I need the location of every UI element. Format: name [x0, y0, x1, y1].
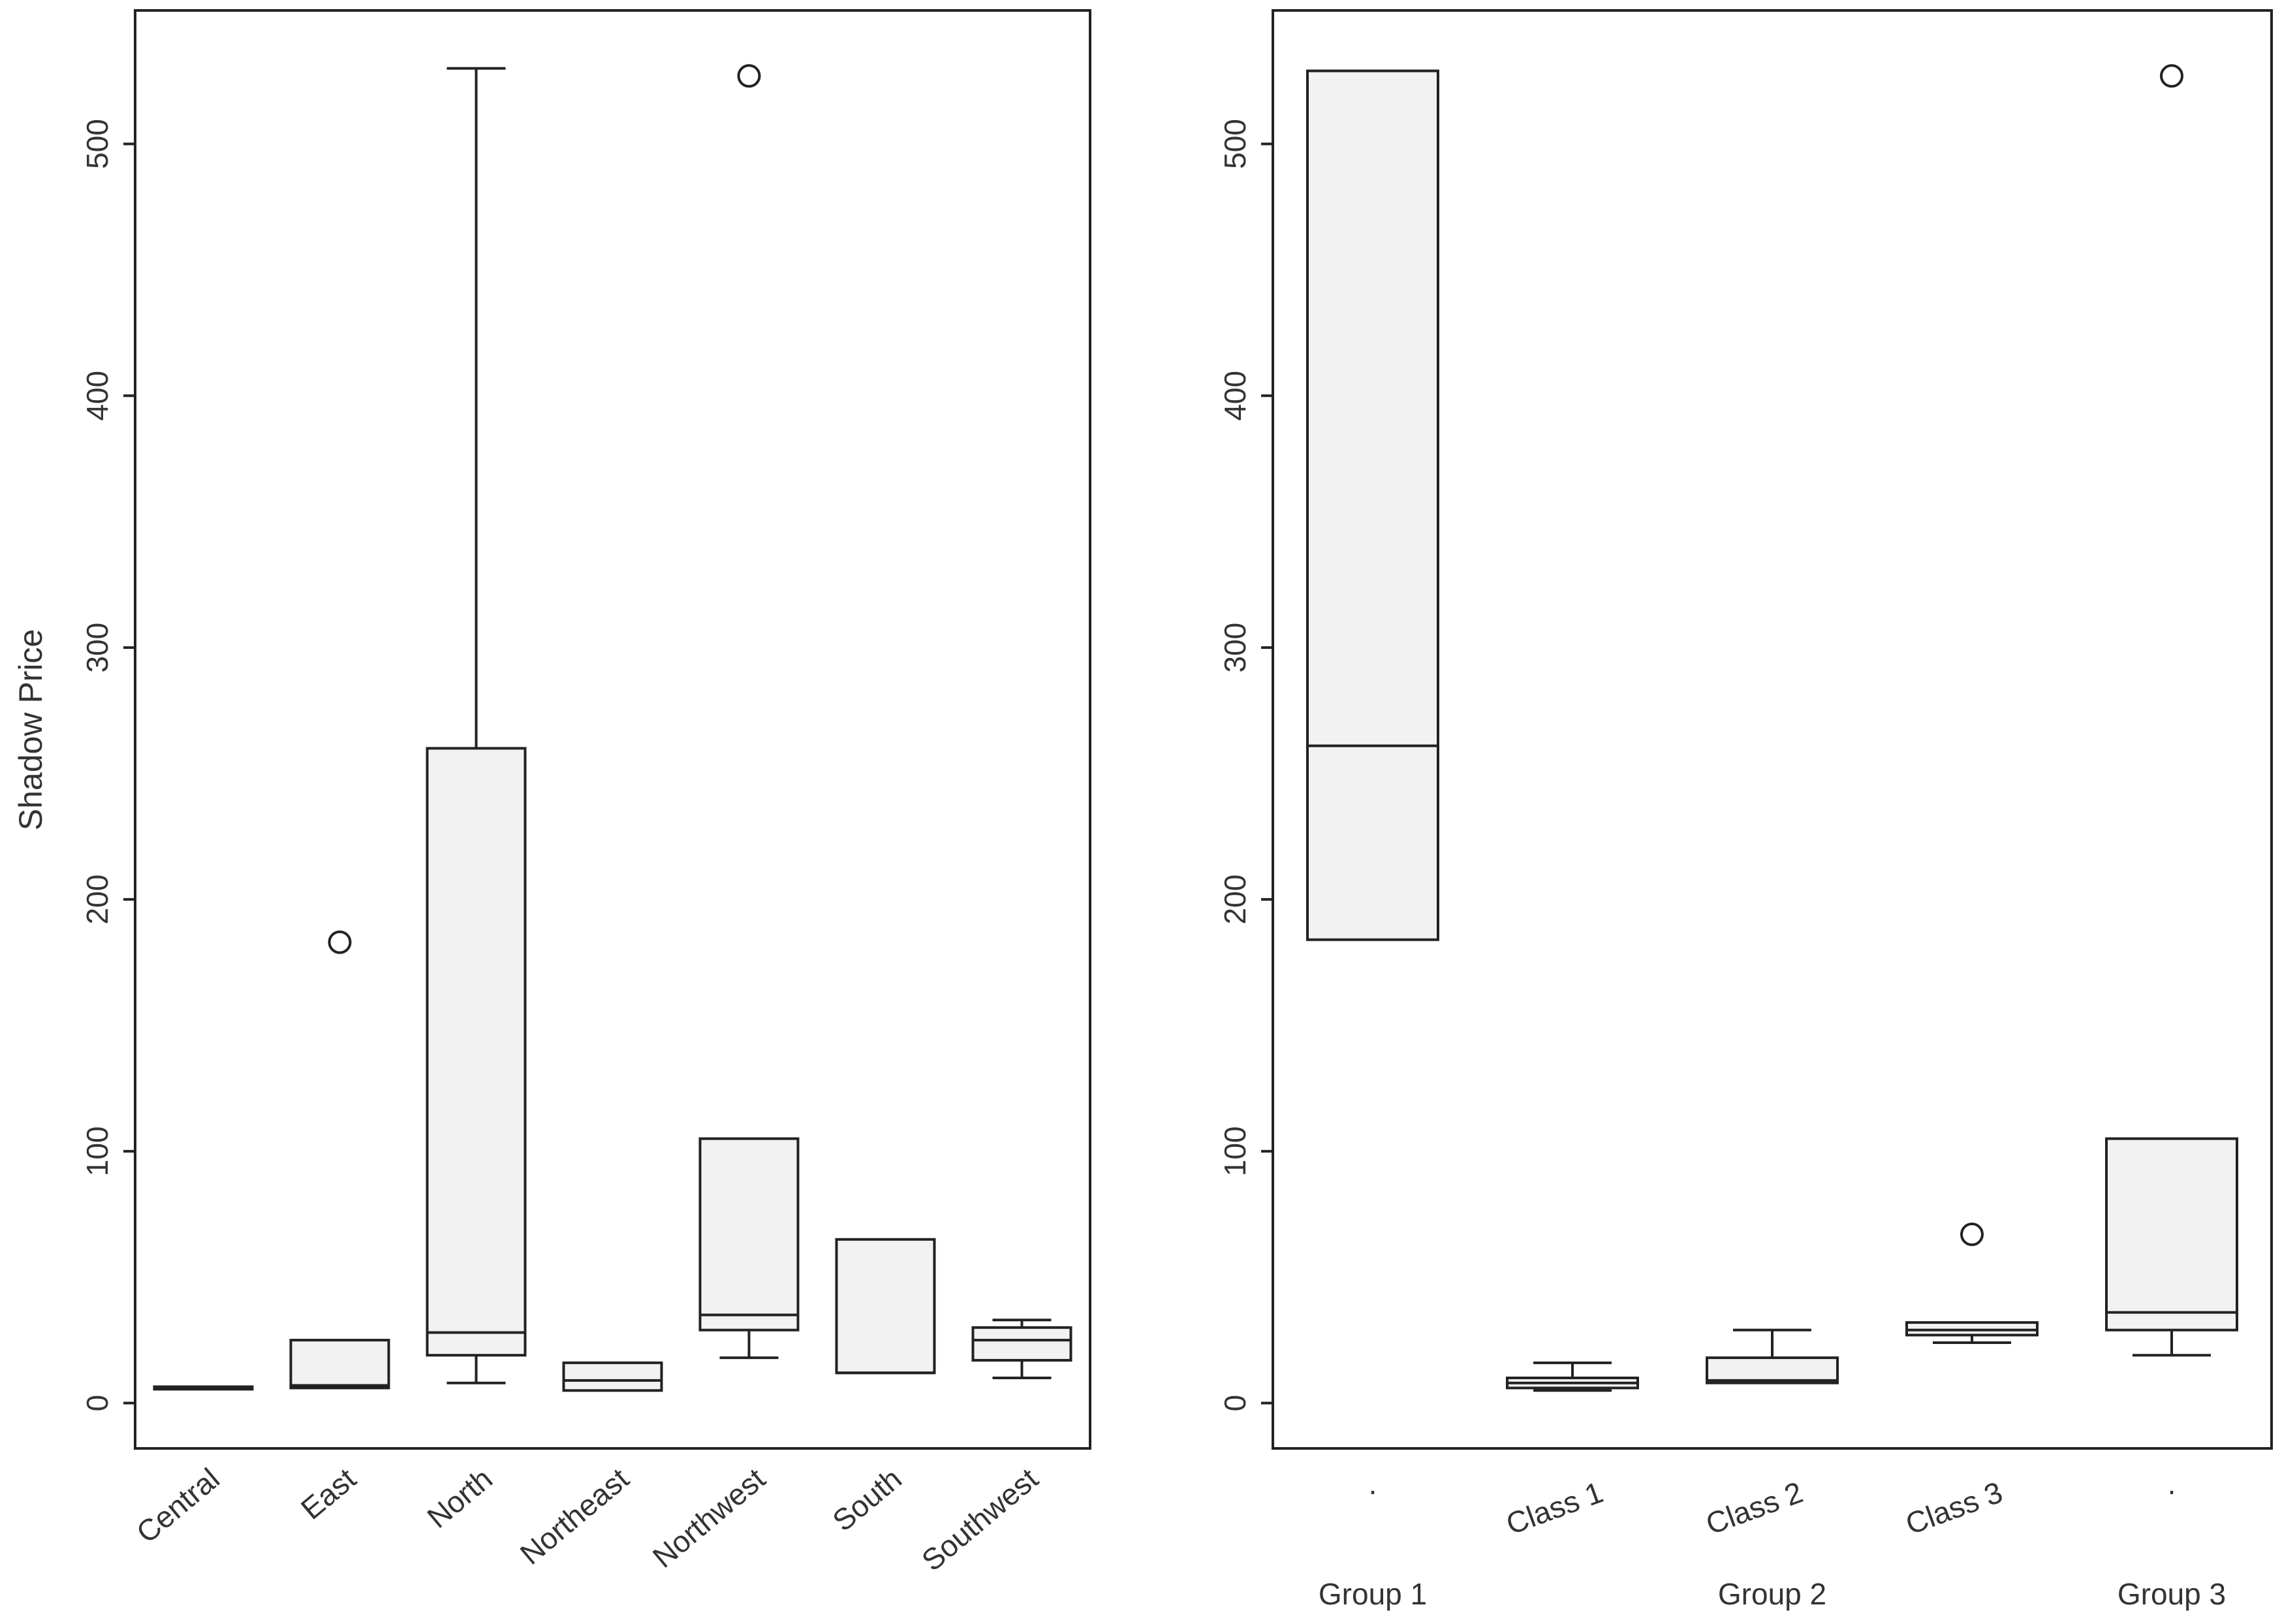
box-body	[426, 747, 527, 1357]
x-tick-label: Class 2	[1701, 1475, 1807, 1541]
box-body	[562, 1361, 663, 1392]
y-tick-label: 100	[80, 1126, 114, 1176]
x-group-label: Group 3	[2118, 1577, 2226, 1611]
outlier-point	[328, 930, 352, 954]
box-south	[835, 1238, 936, 1375]
y-tick-label: 0	[1218, 1395, 1252, 1412]
x-tick-label: Southwest	[915, 1461, 1044, 1578]
box-body	[835, 1238, 936, 1375]
left-y-axis-label: Shadow Price	[12, 629, 49, 831]
box-central	[153, 1385, 254, 1391]
box-class-2	[1706, 1328, 1839, 1384]
y-tick-label: 200	[1218, 875, 1252, 925]
panel-left: 0 100 200 300 400 500 Central East North Northeas…	[80, 9, 1091, 1578]
x-tick-label: South	[826, 1461, 908, 1538]
box-body	[971, 1326, 1072, 1362]
x-tick-label: .	[1369, 1467, 1377, 1501]
box-north	[426, 67, 527, 1384]
box-group-3	[2105, 64, 2238, 1357]
box-group-1	[1306, 69, 1439, 941]
x-group-label: Group 2	[1718, 1577, 1826, 1611]
box-body	[289, 1339, 390, 1390]
x-tick-label: Northeast	[514, 1461, 635, 1571]
box-northeast	[562, 1361, 663, 1392]
box-body	[698, 1137, 800, 1332]
box-body	[2105, 1137, 2238, 1332]
x-tick-label: Central	[130, 1461, 226, 1550]
y-tick-label: 400	[80, 371, 114, 421]
y-tick-label: 300	[1218, 623, 1252, 673]
x-tick-label: Northwest	[646, 1461, 772, 1574]
x-tick-label: .	[2168, 1467, 2176, 1501]
outlier-point	[737, 64, 761, 88]
x-tick-label: East	[294, 1461, 362, 1526]
panel-right: 0 100 200 300 400 500. Class 1 Class 2 Class 3 . G…	[1218, 9, 2273, 1611]
outlier-point	[2160, 64, 2183, 88]
box-body	[1306, 69, 1439, 941]
y-tick-label: 300	[80, 623, 114, 673]
y-tick-label: 400	[1218, 371, 1252, 421]
box-body	[1706, 1356, 1839, 1384]
box-east	[289, 930, 390, 1390]
x-tick-label: Class 1	[1501, 1475, 1607, 1541]
y-tick-label: 500	[80, 119, 114, 169]
x-tick-label: North	[420, 1461, 499, 1535]
y-tick-label: 100	[1218, 1126, 1252, 1176]
box-northwest	[698, 64, 800, 1360]
box-class-1	[1506, 1361, 1639, 1392]
y-tick-label: 0	[80, 1395, 114, 1412]
x-group-label: Group 1	[1319, 1577, 1427, 1611]
plot-frame	[1272, 9, 2273, 1450]
box-southwest	[971, 1319, 1072, 1379]
outlier-point	[1960, 1223, 1984, 1247]
x-tick-label: Class 3	[1901, 1475, 2007, 1541]
y-tick-label: 200	[80, 875, 114, 925]
box-class-3	[1905, 1223, 2039, 1344]
y-tick-label: 500	[1218, 119, 1252, 169]
plot-frame	[134, 9, 1091, 1450]
